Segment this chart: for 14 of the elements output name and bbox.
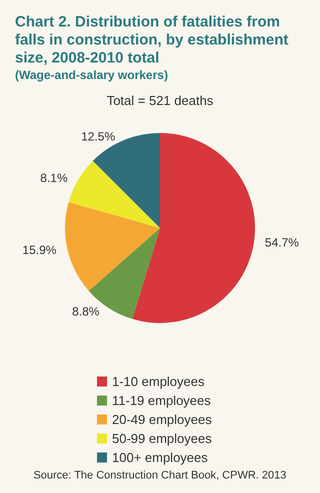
legend-label: 11-19 employees (112, 393, 212, 408)
data-label: 8.1% (40, 170, 68, 185)
data-label: 8.8% (72, 304, 100, 318)
legend-label: 1-10 employees (112, 374, 205, 389)
source-note: Source: The Construction Chart Book, CPWR. 2013 (33, 470, 286, 482)
legend-label: 20-49 employees (112, 412, 212, 427)
legend-label: 100+ employees (112, 450, 208, 465)
data-label: 12.5% (81, 130, 116, 144)
data-label: 15.9% (22, 242, 57, 257)
chart-subtitle: (Wage-and-salary workers) (15, 68, 168, 82)
legend-label: 50-99 employees (112, 431, 212, 446)
text: Total = 521 deaths (106, 93, 214, 108)
data-label: 54.7% (264, 236, 300, 250)
chart-title: Chart 2. Distribution of fatalities from falls in construction, by establishment size, 2008-2010 total (15, 14, 293, 66)
